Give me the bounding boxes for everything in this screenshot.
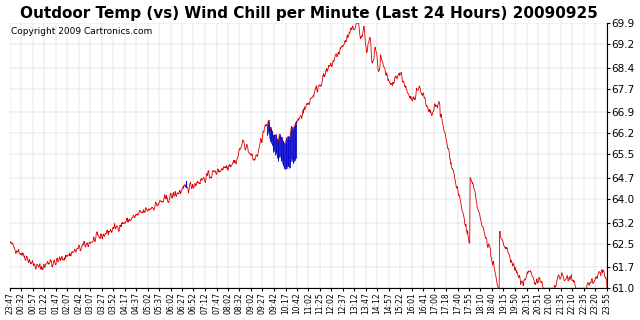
Title: Outdoor Temp (vs) Wind Chill per Minute (Last 24 Hours) 20090925: Outdoor Temp (vs) Wind Chill per Minute … (20, 5, 598, 20)
Text: Copyright 2009 Cartronics.com: Copyright 2009 Cartronics.com (11, 27, 152, 36)
